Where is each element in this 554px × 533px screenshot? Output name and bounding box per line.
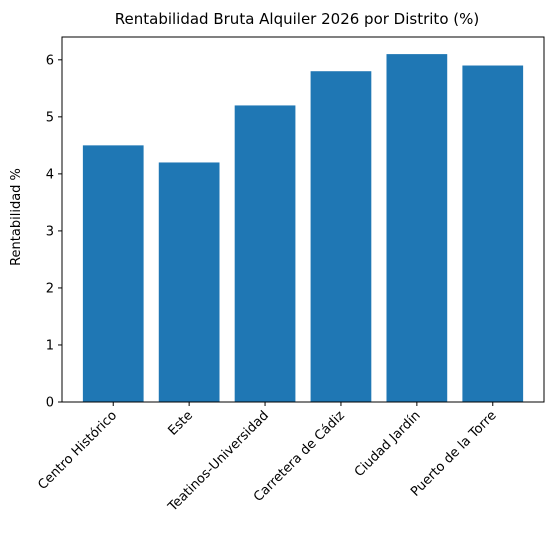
x-axis-ticks: Centro Histórico EsteTeatinos-Universidad… bbox=[35, 402, 500, 515]
chart-title: Rentabilidad Bruta Alquiler 2026 por Dis… bbox=[115, 10, 479, 28]
bar-2 bbox=[234, 105, 296, 402]
y-tick-label-6: 6 bbox=[46, 53, 54, 68]
bar-3 bbox=[310, 71, 372, 402]
y-tick-label-4: 4 bbox=[46, 167, 54, 182]
bars-group bbox=[82, 54, 524, 402]
y-tick-label-1: 1 bbox=[46, 338, 54, 353]
bar-5 bbox=[462, 65, 524, 402]
y-tick-label-5: 5 bbox=[46, 110, 54, 125]
y-tick-label-0: 0 bbox=[46, 396, 54, 411]
y-tick-label-3: 3 bbox=[46, 224, 54, 239]
x-tick-label-4: Ciudad Jardín bbox=[352, 408, 424, 480]
bar-1 bbox=[158, 162, 220, 402]
x-tick-label-0: Centro Histórico bbox=[35, 408, 120, 493]
bar-4 bbox=[386, 54, 448, 402]
x-tick-label-1: Este bbox=[165, 408, 195, 438]
y-axis-label: Rentabilidad % bbox=[9, 168, 24, 266]
x-tick-label-5: Puerto de la Torre bbox=[408, 408, 499, 499]
plot-frame bbox=[61, 36, 545, 403]
y-tick-label-2: 2 bbox=[46, 281, 54, 296]
y-axis-ticks: 0 1 2 3 4 5 6 bbox=[46, 53, 62, 411]
bar-0 bbox=[82, 145, 144, 402]
